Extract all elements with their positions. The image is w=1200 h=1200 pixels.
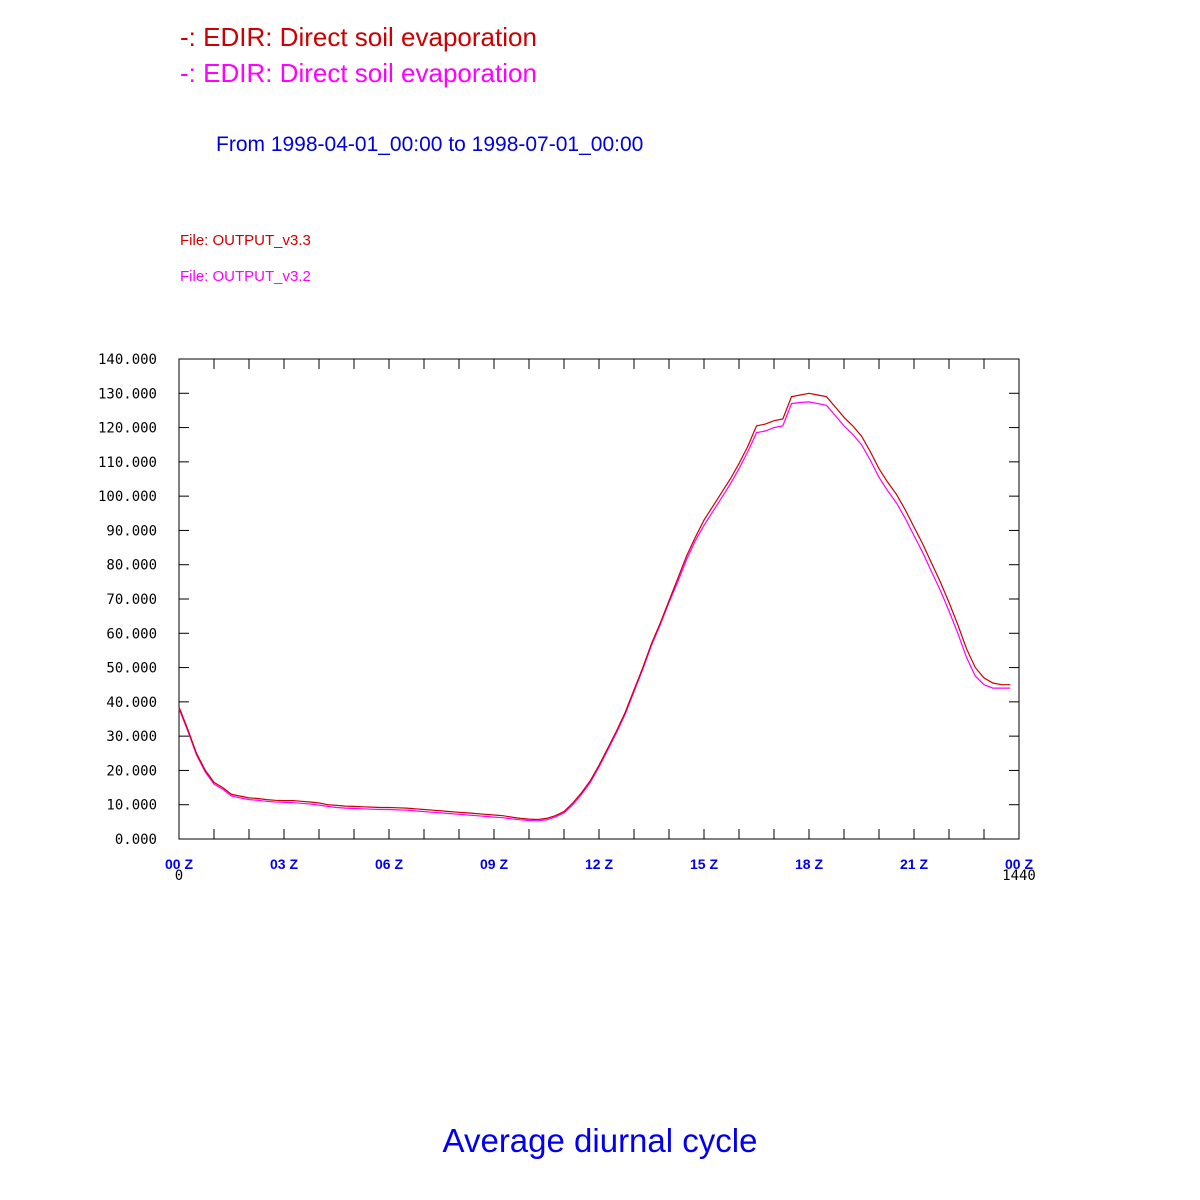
y-tick-label: 140.000: [98, 352, 157, 368]
bottom-title: Average diurnal cycle: [442, 1122, 758, 1159]
date-range-label: From 1998-04-01_00:00 to 1998-07-01_00:0…: [216, 133, 644, 156]
x-tick-label: 06 Z: [375, 856, 403, 872]
y-tick-label: 120.000: [98, 421, 157, 437]
x-axis: 00 Z 03 Z 06 Z 09 Z 12 Z 15 Z 18 Z 21 Z 00 Z0 144…: [165, 359, 1036, 884]
file-label-1: File: OUTPUT_v3.3: [180, 232, 311, 249]
y-tick-label: 100.000: [98, 489, 157, 505]
y-tick-label: 90.000: [106, 523, 157, 539]
y-tick-label: 60.000: [106, 626, 157, 642]
legend-entry-1: -: EDIR: Direct soil evaporation: [180, 22, 537, 52]
y-tick-label: 80.000: [106, 558, 157, 574]
x-tick-label: 00 Z: [165, 856, 193, 872]
x-range-start: 0: [175, 868, 183, 884]
y-tick-label: 110.000: [98, 455, 157, 471]
y-tick-label: 0.000: [115, 832, 157, 848]
y-tick-label: 50.000: [106, 661, 157, 677]
x-tick-label: 09 Z: [480, 856, 508, 872]
x-tick-label: 15 Z: [690, 856, 718, 872]
x-tick-label: 03 Z: [270, 856, 298, 872]
series-line-2: [178, 401, 1011, 822]
series-group: [178, 392, 1011, 822]
legend-entry-2: -: EDIR: Direct soil evaporation: [180, 58, 537, 88]
file-label-2: File: OUTPUT_v3.2: [180, 268, 311, 285]
y-tick-label: 130.000: [98, 386, 157, 402]
x-tick-label: 12 Z: [585, 856, 613, 872]
y-tick-label: 10.000: [106, 798, 157, 814]
y-tick-label: 70.000: [106, 592, 157, 608]
y-tick-label: 40.000: [106, 695, 157, 711]
y-axis: 0.000 10.000 20.000 30.000 40.000 50.000 60.00…: [98, 352, 1019, 848]
x-tick-label: 00 Z: [1005, 856, 1033, 872]
series-line-1: [178, 392, 1011, 821]
x-range-end: 1440: [1002, 868, 1036, 884]
y-tick-label: 30.000: [106, 729, 157, 745]
y-tick-label: 20.000: [106, 763, 157, 779]
x-tick-label: 21 Z: [900, 856, 928, 872]
x-tick-label: 18 Z: [795, 856, 823, 872]
